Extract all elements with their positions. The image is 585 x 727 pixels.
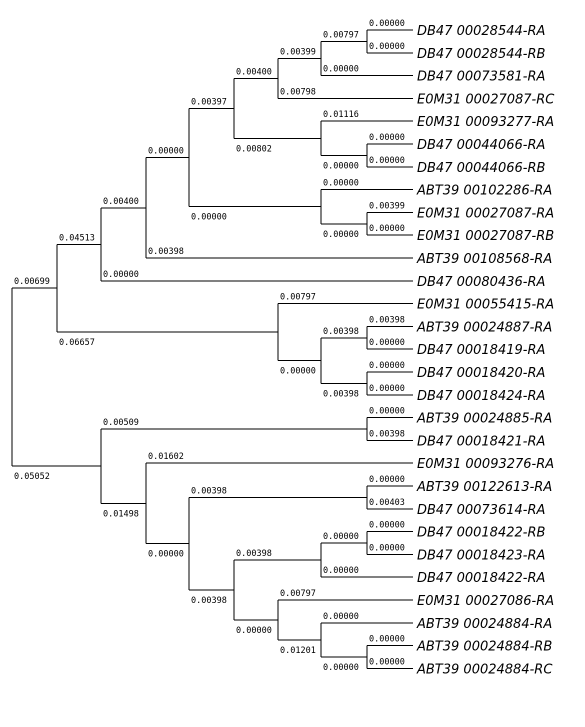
- branch-length-label: 0.00397: [191, 97, 227, 107]
- branch-length-label: 0.00699: [14, 277, 50, 287]
- leaf-label: ABT39 00024884-RC: [416, 662, 553, 677]
- leaf-label: DB47 00028544-RA: [417, 24, 545, 39]
- leaf-label: ABT39 00024887-RA: [416, 320, 552, 335]
- branch-length-label: 0.00000: [369, 635, 405, 645]
- branch-length-label: 0.00000: [323, 532, 359, 542]
- branch-length-label: 0.01201: [280, 646, 316, 656]
- branch-length-label: 0.00797: [280, 589, 316, 599]
- leaf-label: DB47 00018421-RA: [417, 434, 545, 449]
- branch-length-label: 0.00399: [280, 48, 316, 58]
- leaf-label: E0M31 00027087-RA: [417, 206, 554, 221]
- leaf-label: E0M31 00093276-RA: [417, 457, 554, 472]
- leaf-label: ABT39 00024885-RA: [416, 412, 552, 427]
- branch-length-labels: 0.00699 0.04513 0.00400 0.00000 0.00397 0.004…: [14, 19, 405, 673]
- branch-length-label: 0.00400: [236, 67, 272, 77]
- branch-length-label: 0.00399: [369, 201, 405, 211]
- leaf-label: DB47 00044066-RA: [417, 138, 545, 153]
- branch-length-label: 0.00000: [191, 213, 227, 223]
- leaf-label: E0M31 00027087-RC: [417, 92, 555, 107]
- tree-branches: [11, 29, 413, 669]
- branch-length-label: 0.00000: [369, 407, 405, 417]
- branch-length-label: 0.00000: [323, 230, 359, 240]
- leaf-labels: DB47 00028544-RA DB47 00028544-RB DB47 000…: [416, 24, 555, 677]
- branch-length-label: 0.00000: [148, 550, 184, 560]
- branch-length-label: 0.00797: [323, 30, 359, 40]
- branch-length-label: 0.00000: [369, 475, 405, 485]
- branch-length-label: 0.00398: [369, 429, 405, 439]
- branch-length-label: 0.00798: [280, 87, 316, 97]
- leaf-label: ABT39 00024884-RA: [416, 617, 552, 632]
- branch-length-label: 0.00000: [369, 521, 405, 531]
- leaf-label: ABT39 00024884-RB: [416, 640, 552, 655]
- branch-length-label: 0.00000: [369, 19, 405, 29]
- leaf-label: ABT39 00122613-RA: [416, 480, 552, 495]
- leaf-label: DB47 00018422-RA: [417, 571, 545, 586]
- branch-length-label: 0.00000: [369, 133, 405, 143]
- branch-length-label: 0.00000: [323, 663, 359, 673]
- branch-length-label: 0.00797: [280, 293, 316, 303]
- leaf-label: DB47 00073614-RA: [417, 503, 545, 518]
- branch-length-label: 0.00398: [323, 389, 359, 399]
- leaf-label: E0M31 00055415-RA: [417, 298, 554, 313]
- leaf-label: DB47 00018422-RB: [417, 526, 545, 541]
- branch-length-label: 0.00398: [323, 327, 359, 337]
- branch-length-label: 0.00000: [369, 42, 405, 52]
- branch-length-label: 0.00398: [236, 549, 272, 559]
- branch-length-label: 0.01498: [103, 509, 139, 519]
- branch-length-label: 0.00000: [323, 65, 359, 75]
- branch-length-label: 0.00000: [236, 626, 272, 636]
- leaf-label: DB47 00044066-RB: [417, 161, 545, 176]
- branch-length-label: 0.01602: [148, 452, 184, 462]
- branch-length-label: 0.00398: [369, 315, 405, 325]
- leaf-label: E0M31 00027086-RA: [417, 594, 554, 609]
- branch-length-label: 0.00000: [369, 543, 405, 553]
- branch-length-label: 0.00000: [323, 161, 359, 171]
- leaf-label: DB47 00080436-RA: [417, 275, 545, 290]
- branch-length-label: 0.00000: [103, 270, 139, 280]
- branch-length-label: 0.00802: [236, 144, 272, 154]
- branch-length-label: 0.00000: [280, 367, 316, 377]
- branch-length-label: 0.00000: [369, 224, 405, 234]
- branch-length-label: 0.00000: [323, 566, 359, 576]
- leaf-label: E0M31 00027087-RB: [417, 229, 554, 244]
- branch-length-label: 0.00000: [369, 338, 405, 348]
- branch-length-label: 0.00000: [323, 612, 359, 622]
- branch-length-label: 0.00000: [148, 147, 184, 157]
- branch-length-label: 0.00398: [148, 247, 184, 257]
- branch-length-label: 0.01116: [323, 110, 359, 120]
- branch-length-label: 0.00403: [369, 498, 405, 508]
- branch-length-label: 0.00000: [369, 384, 405, 394]
- leaf-label: DB47 00018424-RA: [417, 389, 545, 404]
- leaf-label: DB47 00018420-RA: [417, 366, 545, 381]
- leaf-label: E0M31 00093277-RA: [417, 115, 554, 130]
- branch-length-label: 0.05052: [14, 472, 50, 482]
- branch-length-label: 0.00000: [369, 361, 405, 371]
- leaf-label: DB47 00028544-RB: [417, 47, 545, 62]
- branch-length-label: 0.06657: [59, 338, 95, 348]
- branch-length-label: 0.00400: [103, 197, 139, 207]
- branch-length-label: 0.00398: [191, 486, 227, 496]
- leaf-label: DB47 00018423-RA: [417, 548, 545, 563]
- branch-length-label: 0.00509: [103, 418, 139, 428]
- branch-length-label: 0.04513: [59, 233, 95, 243]
- branch-length-label: 0.00000: [369, 156, 405, 166]
- branch-length-label: 0.00000: [369, 657, 405, 667]
- branch-length-label: 0.00398: [191, 596, 227, 606]
- leaf-label: DB47 00018419-RA: [417, 343, 545, 358]
- leaf-label: ABT39 00108568-RA: [416, 252, 552, 267]
- branch-length-label: 0.00000: [323, 179, 359, 189]
- leaf-label: ABT39 00102286-RA: [416, 184, 552, 199]
- leaf-label: DB47 00073581-RA: [417, 70, 545, 85]
